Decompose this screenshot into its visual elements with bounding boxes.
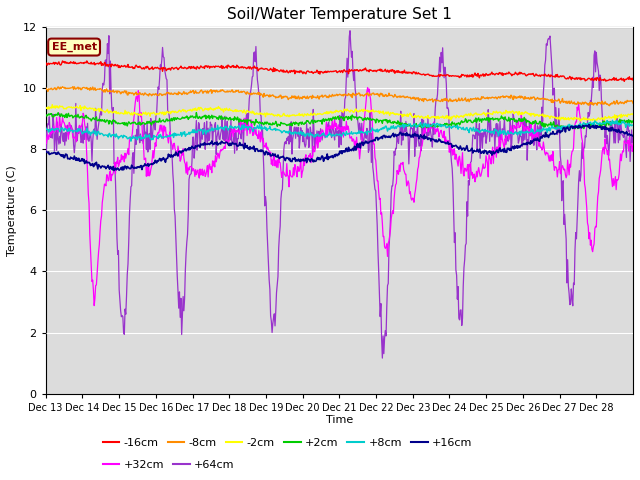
Text: EE_met: EE_met [52,42,97,52]
Title: Soil/Water Temperature Set 1: Soil/Water Temperature Set 1 [227,7,452,22]
X-axis label: Time: Time [326,415,353,425]
Y-axis label: Temperature (C): Temperature (C) [7,165,17,256]
Legend: +32cm, +64cm: +32cm, +64cm [98,455,239,474]
